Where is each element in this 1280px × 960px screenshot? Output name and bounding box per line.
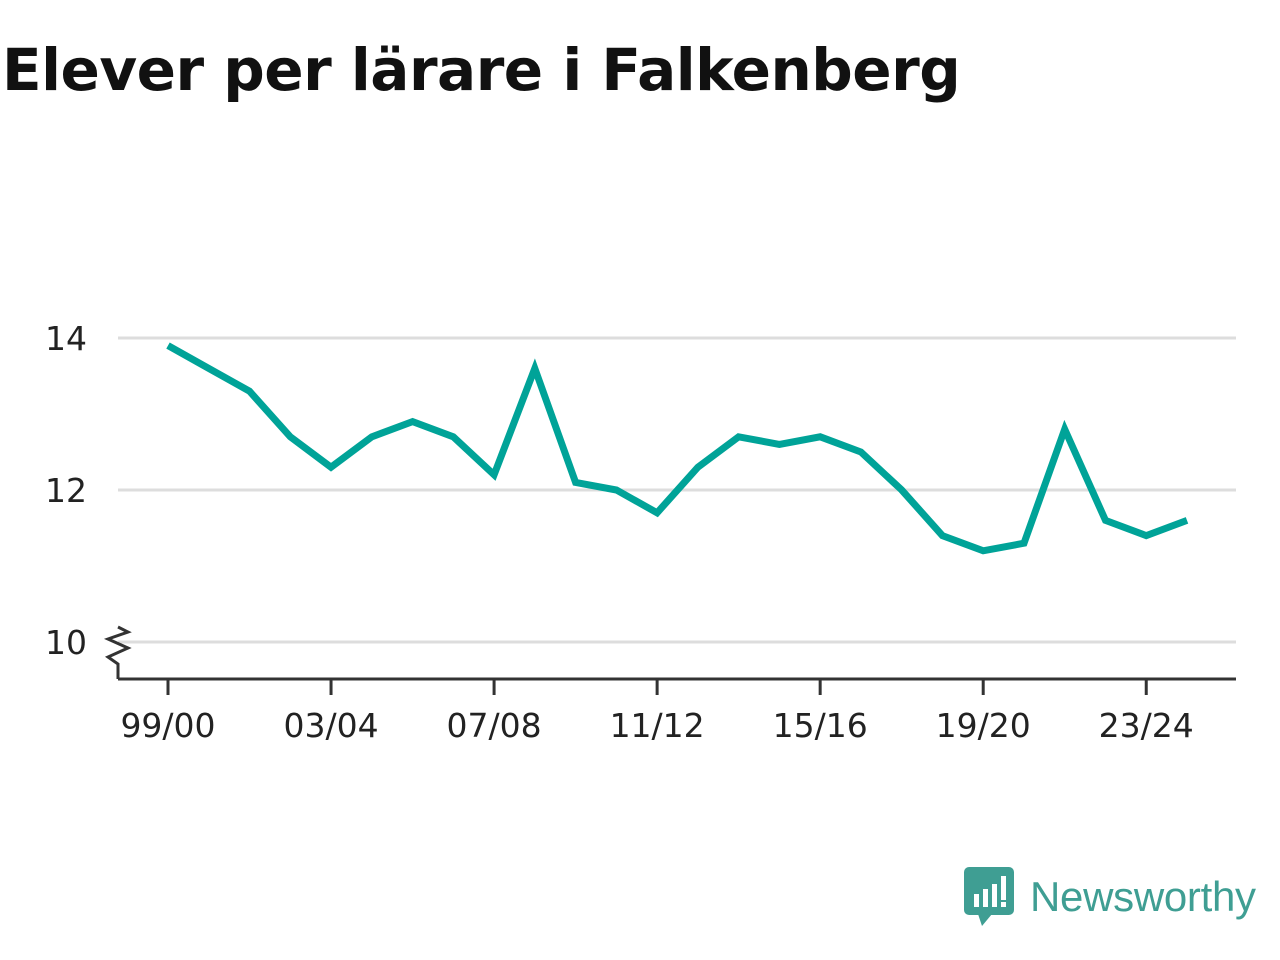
axes	[103, 625, 1236, 695]
y-axis-break	[103, 625, 132, 679]
x-tick-label: 15/16	[773, 706, 868, 745]
page-title: Elever per lärare i Falkenberg	[2, 36, 961, 104]
y-tick-label: 12	[45, 471, 87, 510]
y-tick-label: 14	[45, 319, 87, 358]
series-layer	[166, 342, 1189, 555]
x-tick-label: 23/24	[1099, 706, 1194, 745]
x-tick-label: 99/00	[120, 706, 215, 745]
x-tick-label: 07/08	[447, 706, 542, 745]
x-tick-label: 19/20	[936, 706, 1031, 745]
brand-logo: Newsworthy	[964, 866, 1256, 928]
series-line-0	[166, 342, 1189, 555]
x-tick-label: 03/04	[283, 706, 378, 745]
brand-name: Newsworthy	[1030, 873, 1256, 920]
newsworthy-logo-icon	[964, 867, 1014, 926]
y-tick-label: 10	[45, 623, 87, 662]
tick-labels: 10 12 14 99/00 03/04 07/08 11/12 15/16 19/20 23/2…	[45, 319, 1194, 745]
x-tick-label: 11/12	[610, 706, 705, 745]
